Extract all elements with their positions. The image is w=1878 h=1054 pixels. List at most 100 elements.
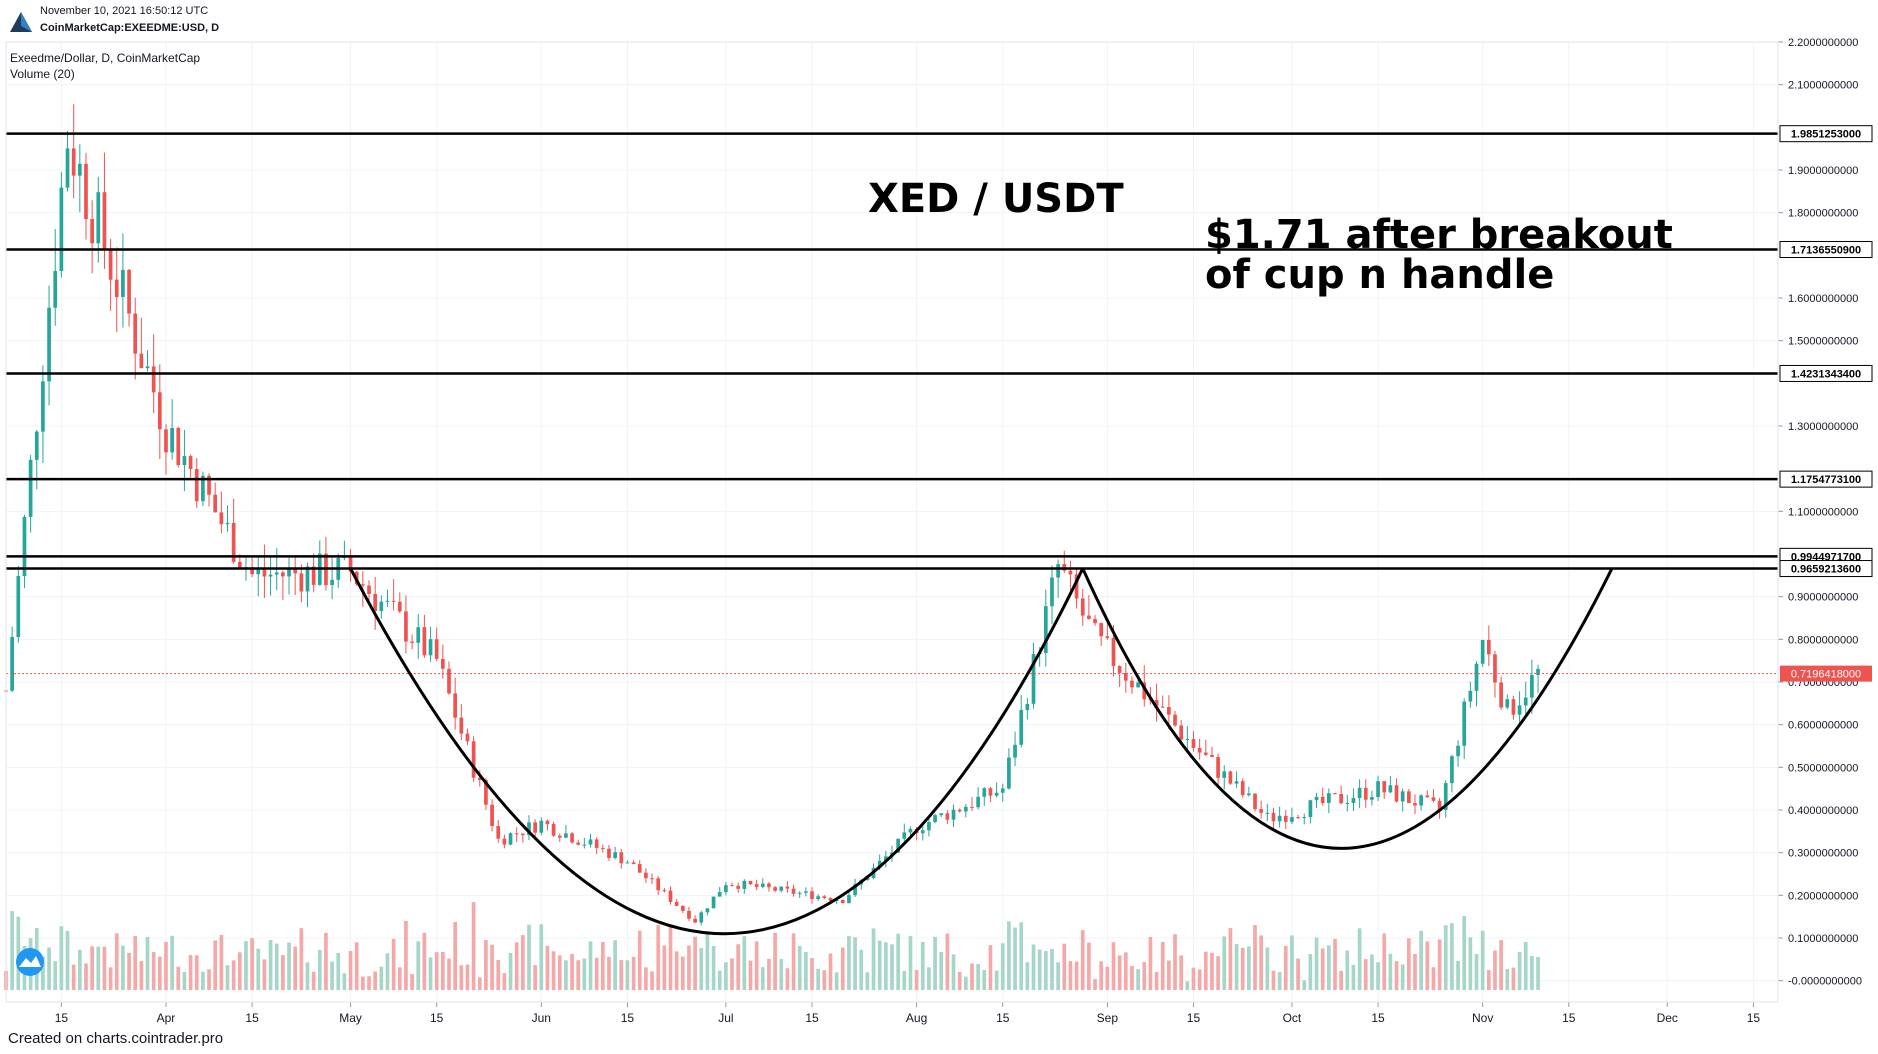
candle-body [613, 852, 617, 858]
volume-bar [1382, 933, 1387, 990]
volume-bar [1074, 961, 1079, 990]
volume-bar [90, 946, 94, 990]
volume-bar [920, 941, 925, 990]
volume-bar [1013, 927, 1017, 990]
tradingview-widget-icon[interactable] [16, 948, 44, 976]
current-price-label: 0.7196418000 [1791, 669, 1861, 681]
cointrader-logo-icon [8, 8, 34, 34]
volume-bar [1093, 978, 1097, 990]
candle-body [1320, 796, 1325, 803]
candle-body [1142, 682, 1147, 700]
volume-bar [447, 958, 451, 990]
annotation-target-line1: $1.71 after breakout [1205, 212, 1673, 258]
candle-body [1068, 570, 1073, 575]
candle-body [810, 891, 814, 900]
volume-bar [1210, 952, 1214, 990]
volume-bar [1339, 970, 1343, 990]
candle-body [650, 878, 654, 880]
candle-body [391, 600, 396, 602]
candle-body [785, 886, 790, 889]
candle-body [1167, 707, 1171, 715]
candle-body [674, 901, 679, 906]
volume-bar [1486, 970, 1491, 990]
volume-bar [871, 928, 876, 990]
level-label-box [1779, 364, 1873, 382]
volume-bar [582, 958, 587, 990]
volume-bar [1007, 921, 1011, 990]
candle-body [1136, 682, 1140, 688]
volume-bar [1480, 930, 1485, 990]
volume-bar [305, 962, 310, 990]
volume-bar [1357, 928, 1362, 990]
candle-body [496, 826, 501, 839]
candle-body [514, 833, 519, 835]
volume-bar [170, 935, 174, 990]
candle-body [884, 856, 888, 861]
candle-body [379, 601, 384, 611]
candle-body [1222, 771, 1227, 778]
volume-bar [114, 933, 119, 990]
candlesticks [4, 104, 1540, 926]
candle-body [951, 809, 956, 820]
footer-credit[interactable]: Created on charts.cointrader.pro [8, 1030, 224, 1047]
y-axis-tick-label: 1.1000000000 [1788, 506, 1858, 518]
level-label: 0.9659213600 [1791, 564, 1861, 576]
volume-bar [1228, 928, 1233, 990]
candle-body [557, 835, 562, 838]
candle-body [1191, 739, 1196, 748]
volume-bar [1413, 953, 1417, 990]
volume-bar [108, 967, 113, 990]
candle-body [1339, 793, 1343, 804]
volume-bar [853, 937, 857, 990]
candle-body [970, 806, 974, 808]
volume-bar [1283, 945, 1288, 990]
volume-bar [1363, 959, 1368, 990]
y-axis-tick-label: 0.5000000000 [1788, 762, 1858, 774]
volume-bar [724, 962, 728, 990]
volume-bar [810, 957, 814, 990]
volume-bar [317, 949, 322, 990]
candle-body [1388, 785, 1393, 793]
volume-bar [625, 960, 630, 990]
volume-bar [471, 902, 476, 990]
candle-body [219, 512, 224, 525]
volume-bar [1400, 964, 1405, 990]
candle-body [465, 733, 470, 742]
volume-bar [779, 958, 784, 990]
candle-body [631, 862, 636, 865]
volume-bar [373, 971, 378, 990]
candle-body [724, 885, 728, 893]
candle-body [453, 693, 457, 718]
x-axis-tick-label: Nov [1472, 1011, 1493, 1025]
volume-bar [1148, 936, 1153, 990]
volume-bar [1499, 940, 1503, 990]
candle-body [293, 567, 298, 574]
candle-body [748, 880, 753, 885]
candle-body [416, 627, 421, 643]
candle-body [1505, 699, 1510, 708]
volume-bar [1130, 965, 1134, 990]
candle-body [1031, 653, 1036, 704]
volume-bar [600, 941, 605, 990]
candle-body [896, 838, 900, 853]
candle-body [539, 820, 544, 833]
volume-bar [397, 967, 402, 990]
candle-body [447, 668, 451, 694]
candle-body [65, 148, 70, 188]
candle-body [1290, 817, 1294, 822]
candle-body [1197, 747, 1202, 753]
candle-body [619, 852, 624, 864]
annotation-target-line2: of cup n handle [1205, 252, 1554, 298]
candle-body [47, 307, 51, 382]
candle-body [717, 892, 722, 897]
volume-bar [1019, 922, 1024, 990]
volume-bar [311, 971, 316, 990]
volume-bar [231, 960, 236, 990]
volume-bar [902, 970, 907, 990]
volume-bar [1370, 954, 1374, 990]
candle-body [10, 637, 14, 691]
candle-body [1179, 725, 1184, 740]
candle-body [754, 884, 759, 887]
candle-body [1019, 710, 1024, 745]
